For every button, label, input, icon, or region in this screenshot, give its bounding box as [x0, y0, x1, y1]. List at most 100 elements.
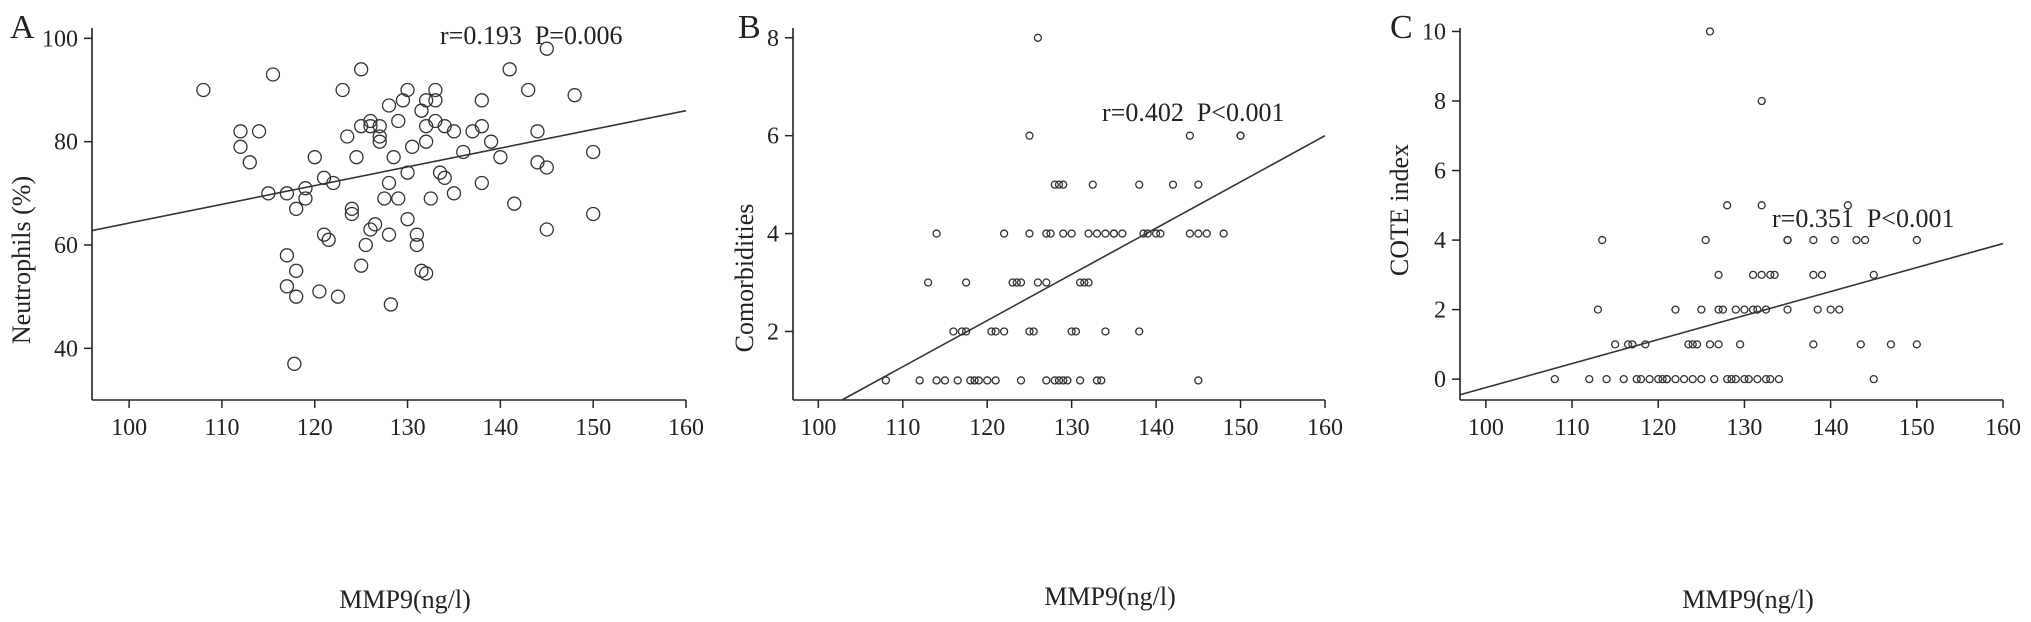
data-point [1645, 374, 1654, 384]
data-point [1636, 374, 1646, 384]
data-point [287, 356, 302, 371]
data-point [1753, 305, 1762, 314]
data-point [363, 119, 378, 134]
data-point [1135, 180, 1144, 189]
panel-letter-a: A [10, 9, 35, 46]
data-point [1194, 376, 1203, 385]
data-point [1826, 305, 1835, 314]
x-tick-label: 130 [1054, 415, 1090, 441]
data-point [1050, 376, 1059, 385]
data-point [983, 376, 992, 385]
data-point [1843, 201, 1853, 210]
data-point [418, 134, 434, 149]
data-point [1067, 229, 1076, 238]
data-point [405, 139, 420, 154]
correlation-annotation: r=0.193 P=0.006 [440, 21, 622, 50]
data-point [1619, 374, 1628, 384]
data-point [1059, 180, 1068, 189]
data-point [289, 201, 304, 216]
data-point [1016, 376, 1026, 385]
data-point [330, 289, 346, 304]
data-point [1761, 305, 1771, 314]
data-point [957, 327, 967, 336]
data-point [321, 232, 336, 247]
data-point [1740, 374, 1749, 384]
data-point [423, 191, 438, 206]
data-point [432, 165, 448, 180]
data-point [1679, 374, 1689, 384]
x-tick-label: 130 [390, 415, 426, 441]
panel-c: C 100 110 120 130 140 150 160 0 2 4 6 8 10 r=0.351 P… [1385, 9, 2021, 614]
data-point [261, 186, 276, 201]
data-point [1025, 327, 1034, 336]
x-tick-label: 110 [1554, 415, 1589, 441]
x-tick-label: 160 [668, 415, 704, 441]
data-point [1714, 305, 1723, 314]
data-point [383, 297, 399, 312]
data-point [1118, 229, 1127, 238]
data-point [961, 278, 971, 287]
data-point [1598, 235, 1607, 245]
data-point [391, 113, 406, 129]
y-tick-label: 6 [1434, 159, 1446, 185]
y-tick-label: 8 [1434, 89, 1446, 115]
data-point [428, 82, 443, 98]
data-point [354, 258, 369, 273]
data-point [1757, 96, 1766, 106]
data-point [1219, 229, 1228, 238]
panel-b: B 100 110 120 130 140 150 160 2 4 6 8 r=0.402 P<0.… [730, 9, 1343, 611]
x-tick-label: 160 [1985, 415, 2021, 441]
data-point [953, 376, 962, 385]
data-point [1168, 180, 1178, 189]
x-tick-label: 140 [1138, 415, 1174, 441]
data-point [567, 88, 582, 103]
y-tick-label: 60 [54, 233, 78, 259]
data-point [530, 124, 545, 139]
data-point [367, 217, 383, 232]
data-point [1809, 235, 1818, 245]
data-point [1671, 374, 1680, 384]
data-point [1042, 376, 1051, 385]
data-point [940, 376, 950, 385]
data-point [991, 327, 1000, 336]
data-point [1766, 270, 1775, 279]
y-tick-label: 8 [767, 26, 779, 52]
data-point [400, 165, 415, 180]
data-point [1783, 305, 1792, 314]
x-tick-label: 150 [575, 415, 611, 441]
data-point [1156, 229, 1165, 238]
data-point [1101, 229, 1110, 238]
data-point [1075, 278, 1085, 287]
data-point [326, 175, 341, 191]
data-point [1856, 340, 1865, 349]
data-point [1042, 229, 1051, 238]
x-tick-label: 140 [1813, 415, 1849, 441]
data-point [1016, 278, 1026, 287]
y-tick-label: 100 [42, 26, 78, 52]
data-point [999, 229, 1009, 238]
data-point [949, 327, 958, 336]
data-point [1097, 376, 1106, 385]
data-point [1740, 305, 1749, 314]
x-tick-label: 130 [1726, 415, 1762, 441]
data-point [1710, 374, 1719, 384]
data-point [1869, 374, 1878, 384]
data-point [915, 376, 924, 385]
data-point [1151, 229, 1161, 238]
y-axis-title: Neutrophils (%) [7, 176, 36, 344]
data-point [242, 155, 257, 170]
data-point [1185, 229, 1195, 238]
data-point [400, 212, 415, 227]
data-point [1012, 278, 1021, 287]
data-point [1912, 340, 1921, 349]
data-point [483, 134, 499, 149]
data-point [1886, 340, 1896, 349]
data-point [349, 150, 364, 165]
x-tick-label: 160 [1307, 415, 1343, 441]
data-point [279, 279, 295, 294]
data-point [1593, 305, 1603, 314]
trendline [91, 109, 687, 232]
data-point [881, 376, 891, 385]
data-point [1641, 340, 1650, 349]
